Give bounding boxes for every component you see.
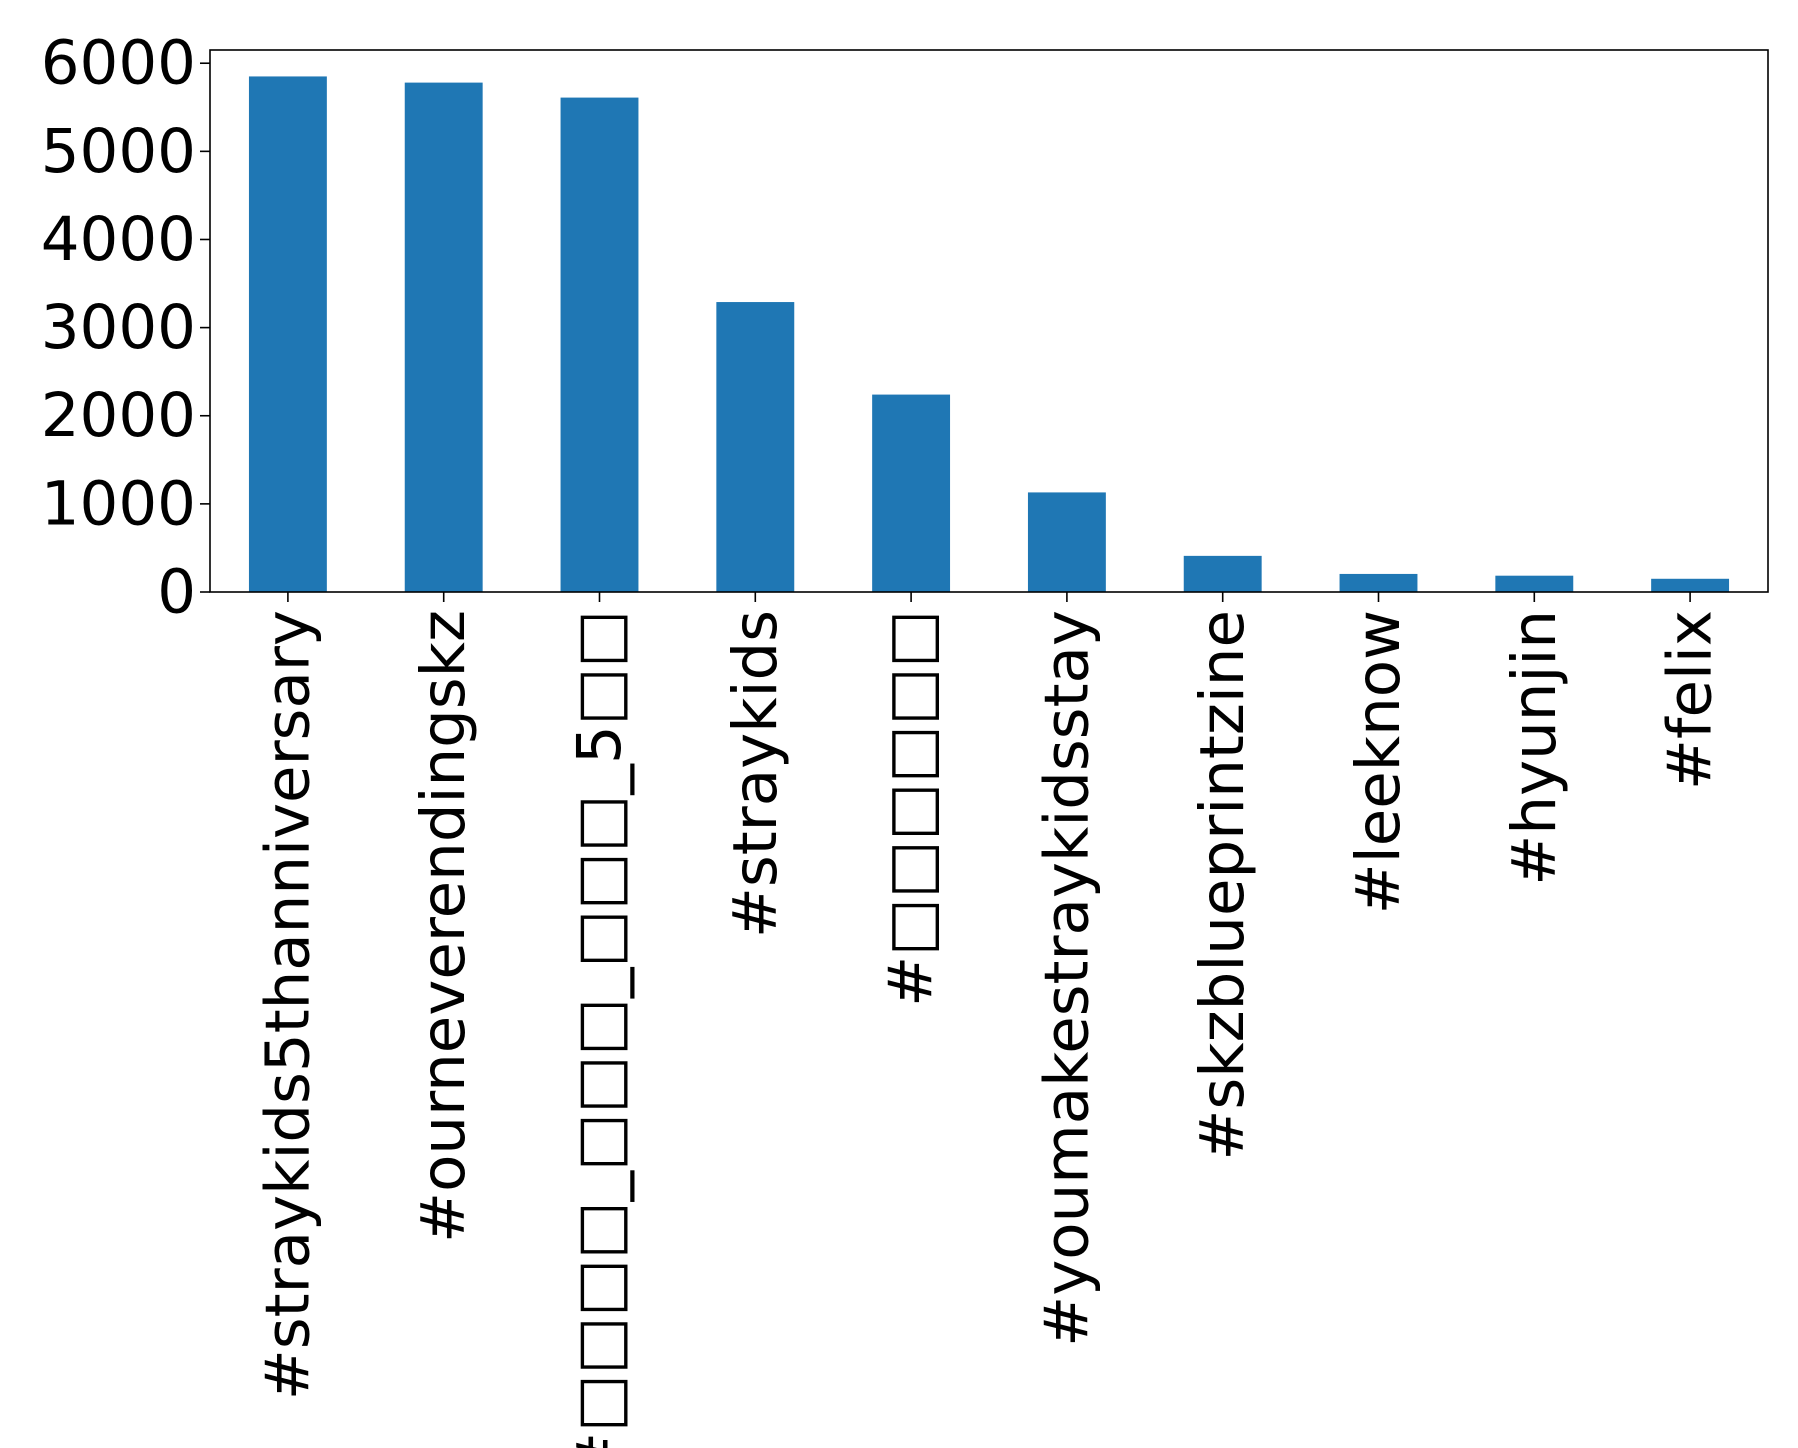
bars-layer [248, 76, 1730, 593]
bar-2 [560, 97, 639, 592]
bar-6 [1183, 555, 1262, 592]
y-tick-label-1: 1000 [41, 468, 196, 539]
x-tick-label-6: #skzblueprintzine [1187, 610, 1258, 1161]
x-tick-label-3: #straykids [720, 610, 791, 938]
bar-5 [1027, 492, 1106, 592]
bar-9 [1651, 578, 1730, 592]
y-tick-label-4: 4000 [41, 204, 196, 275]
y-tick-label-3: 3000 [41, 292, 196, 363]
bar-8 [1495, 575, 1574, 592]
x-tick-label-0: #straykids5thanniversary [252, 610, 323, 1400]
y-tick-label-2: 2000 [41, 380, 196, 451]
bar-1 [404, 82, 483, 593]
y-axis: 0 1000 2000 3000 4000 5000 6000 [41, 28, 210, 628]
bar-0 [248, 76, 327, 592]
x-tick-label-5: #youmakestraykidsstay [1031, 610, 1102, 1347]
y-tick-label-6: 6000 [41, 28, 196, 99]
y-tick-label-5: 5000 [41, 116, 196, 187]
x-tick-label-7: #leeknow [1343, 610, 1414, 914]
x-tick-label-9: #felix [1655, 610, 1726, 790]
x-tick-label-2: #□□□□_□□□_□□□_5□□ [564, 610, 635, 1448]
y-tick-label-0: 0 [157, 557, 196, 628]
bar-3 [716, 302, 795, 592]
x-tick-label-1: #ourneverendingskz [408, 610, 479, 1243]
bar-4 [872, 394, 951, 592]
bar-7 [1339, 573, 1418, 592]
x-tick-label-4: #□□□□□□ [876, 610, 947, 1007]
plot-frame [209, 49, 1769, 593]
x-tick-label-8: #hyunjin [1499, 610, 1570, 886]
x-axis: #straykids5thanniversary #ourneverendings… [252, 592, 1726, 1448]
